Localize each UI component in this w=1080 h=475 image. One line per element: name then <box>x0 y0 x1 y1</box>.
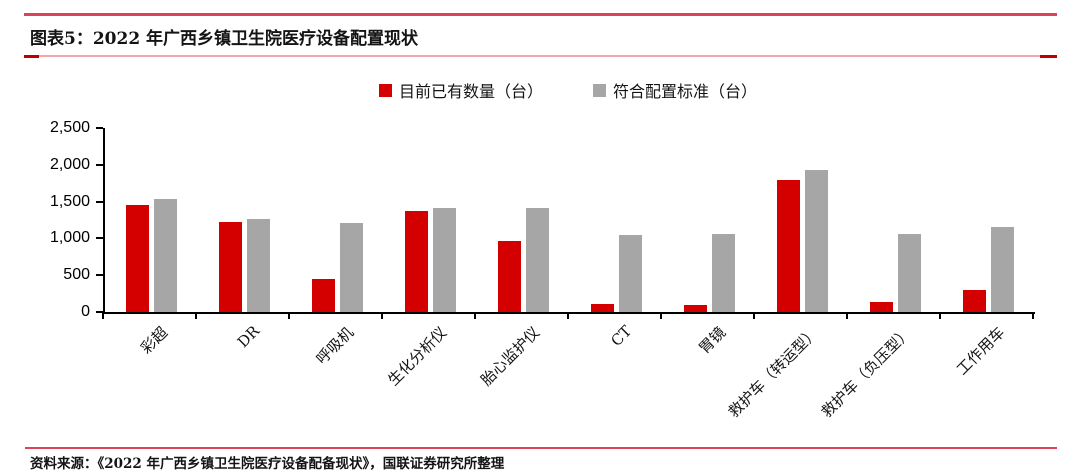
legend-label-standard: 符合配置标准（台） <box>613 82 758 101</box>
plot-area <box>103 128 1035 314</box>
y-tick-mark <box>96 127 103 129</box>
x-axis-label: 救护车（负压型） <box>818 323 916 422</box>
bar-current <box>312 278 335 312</box>
bar-standard <box>340 222 363 312</box>
x-axis-label: 彩超 <box>137 323 172 358</box>
x-axis-label: 胃镜 <box>695 323 730 358</box>
x-tick-mark <box>660 313 662 319</box>
bar-current <box>777 179 800 312</box>
x-tick-mark <box>195 313 197 319</box>
bar-group <box>105 128 198 312</box>
title-underline-accent-left <box>24 54 39 58</box>
y-tick-label: 500 <box>63 266 90 284</box>
x-tick-mark <box>846 313 848 319</box>
title-underline <box>24 55 1057 57</box>
bar-group <box>570 128 663 312</box>
bar-current <box>870 301 893 312</box>
x-tick-mark <box>474 313 476 319</box>
x-axis-label: DR <box>234 322 264 352</box>
bottom-accent-line <box>25 447 1057 449</box>
legend-swatch-current <box>378 83 392 97</box>
legend-item-current: 目前已有数量（台） <box>378 78 543 102</box>
y-tick-mark <box>96 237 103 240</box>
bar-group <box>198 128 291 312</box>
y-tick-mark <box>96 274 103 277</box>
top-accent-line <box>24 13 1057 16</box>
x-tick-mark <box>1032 313 1034 319</box>
bar-group <box>477 128 570 312</box>
bar-current <box>963 289 986 312</box>
y-tick-mark <box>96 200 103 203</box>
bar-standard <box>247 218 270 312</box>
x-tick-mark <box>753 313 755 319</box>
bar-group <box>942 128 1035 312</box>
x-tick-mark <box>939 313 941 319</box>
figure-title: 图表5：2022 年广西乡镇卫生院医疗设备配置现状 <box>30 29 419 49</box>
y-tick-label: 1,500 <box>49 192 90 210</box>
bar-standard <box>991 227 1014 312</box>
x-tick-mark <box>288 313 290 319</box>
bar-standard <box>526 208 549 312</box>
legend-label-current: 目前已有数量（台） <box>398 82 543 101</box>
x-tick-mark <box>102 313 104 319</box>
bar-standard <box>154 198 177 312</box>
bar-standard <box>619 234 642 312</box>
y-tick-label: 2,500 <box>49 119 90 136</box>
x-axis-label: 呼吸机 <box>313 323 358 368</box>
x-axis-label: 胎心监护仪 <box>477 323 544 390</box>
bar-current <box>591 303 614 312</box>
bar-standard <box>433 207 456 312</box>
bar-group <box>849 128 942 312</box>
bar-group <box>756 128 849 312</box>
legend-item-standard: 符合配置标准（台） <box>593 78 757 102</box>
y-tick-label: 2,000 <box>49 155 90 173</box>
x-tick-mark <box>381 313 383 319</box>
legend-swatch-standard <box>593 83 606 97</box>
y-tick-label: 0 <box>81 303 90 320</box>
bar-standard <box>805 169 828 312</box>
x-tick-mark <box>567 313 569 319</box>
y-tick-mark <box>96 311 103 313</box>
chart-legend: 目前已有数量（台） 符合配置标准（台） <box>103 78 1033 102</box>
bar-standard <box>898 233 921 312</box>
bar-group <box>384 128 477 312</box>
bar-current <box>126 205 149 312</box>
bar-current <box>219 222 242 312</box>
x-axis-label: 工作用车 <box>953 323 1009 379</box>
x-axis-label: 救护车（转运型） <box>725 323 823 422</box>
y-tick-label: 1,000 <box>49 229 90 247</box>
x-axis-label: CT <box>607 322 636 350</box>
bar-current <box>684 304 707 312</box>
bar-current <box>405 211 428 312</box>
bar-group <box>291 128 384 312</box>
bar-standard <box>712 233 735 312</box>
source-note: 资料来源：《2022 年广西乡镇卫生院医疗设备配备现状》，国联证券研究所整理 <box>30 456 505 472</box>
title-underline-accent-right <box>1040 54 1057 58</box>
y-tick-mark <box>96 163 103 166</box>
x-axis-label: 生化分析仪 <box>384 323 451 390</box>
bar-current <box>498 240 521 312</box>
bar-group <box>663 128 756 312</box>
